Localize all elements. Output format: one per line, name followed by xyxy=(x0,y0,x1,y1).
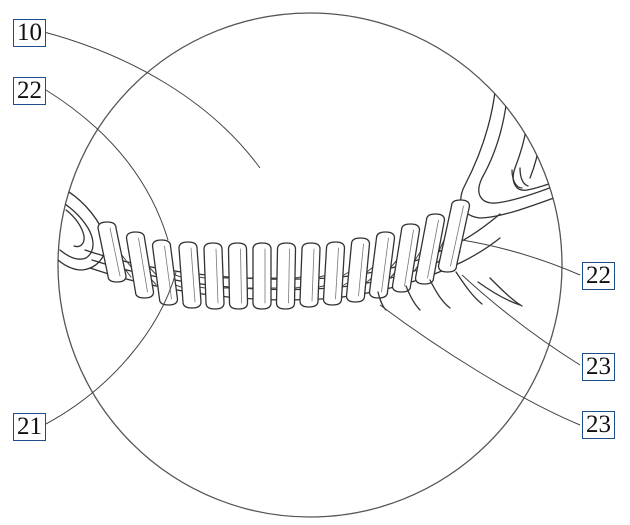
ref-label-23-lower: 23 xyxy=(582,411,615,439)
fin-edge-4 xyxy=(190,247,196,303)
fin-3 xyxy=(151,239,179,306)
fin-edge-5 xyxy=(215,248,219,304)
fin-15 xyxy=(437,199,471,273)
fin-1 xyxy=(97,221,127,283)
rod-6 xyxy=(246,277,254,289)
leader-22-right xyxy=(461,239,581,276)
fin-edge-10 xyxy=(335,247,339,300)
fin-edge-15 xyxy=(450,205,464,267)
rod-7 xyxy=(270,277,278,289)
fin-11 xyxy=(345,237,371,303)
fin-12 xyxy=(368,231,396,299)
right-frame-part xyxy=(460,87,562,219)
fin-7 xyxy=(252,242,272,310)
fin-5 xyxy=(203,242,225,310)
fin-6 xyxy=(227,242,249,310)
fin-4 xyxy=(178,241,202,309)
leader-21 xyxy=(43,271,177,426)
ref-label-10: 10 xyxy=(13,19,46,47)
fin-edge-14 xyxy=(427,219,439,279)
fin-edge-11 xyxy=(358,243,364,297)
fin-edge-12 xyxy=(381,237,389,293)
fin-edge-6 xyxy=(240,248,242,304)
ref-label-22-right: 22 xyxy=(582,262,615,290)
leader-23-upper xyxy=(461,274,581,366)
band-fins xyxy=(97,199,471,310)
leader-10 xyxy=(43,31,261,169)
leader-lines xyxy=(43,31,581,426)
fin-edge-8 xyxy=(288,248,290,304)
fin-13 xyxy=(391,223,421,293)
fin-9 xyxy=(299,242,321,308)
detail-circle xyxy=(57,12,563,518)
fin-edge-1 xyxy=(109,227,121,277)
ref-label-23-upper: 23 xyxy=(582,353,615,381)
fin-edge-13 xyxy=(404,229,414,287)
leader-22-top xyxy=(45,89,169,241)
fin-14 xyxy=(414,213,446,285)
fin-edge-2 xyxy=(138,237,148,293)
fin-10 xyxy=(322,241,346,306)
ref-label-22-top: 22 xyxy=(13,77,46,105)
fin-edge-9 xyxy=(311,248,315,302)
leader-23-lower xyxy=(379,304,581,426)
fin-8 xyxy=(275,242,297,310)
ref-label-21: 21 xyxy=(13,413,46,441)
fin-2 xyxy=(125,231,155,299)
